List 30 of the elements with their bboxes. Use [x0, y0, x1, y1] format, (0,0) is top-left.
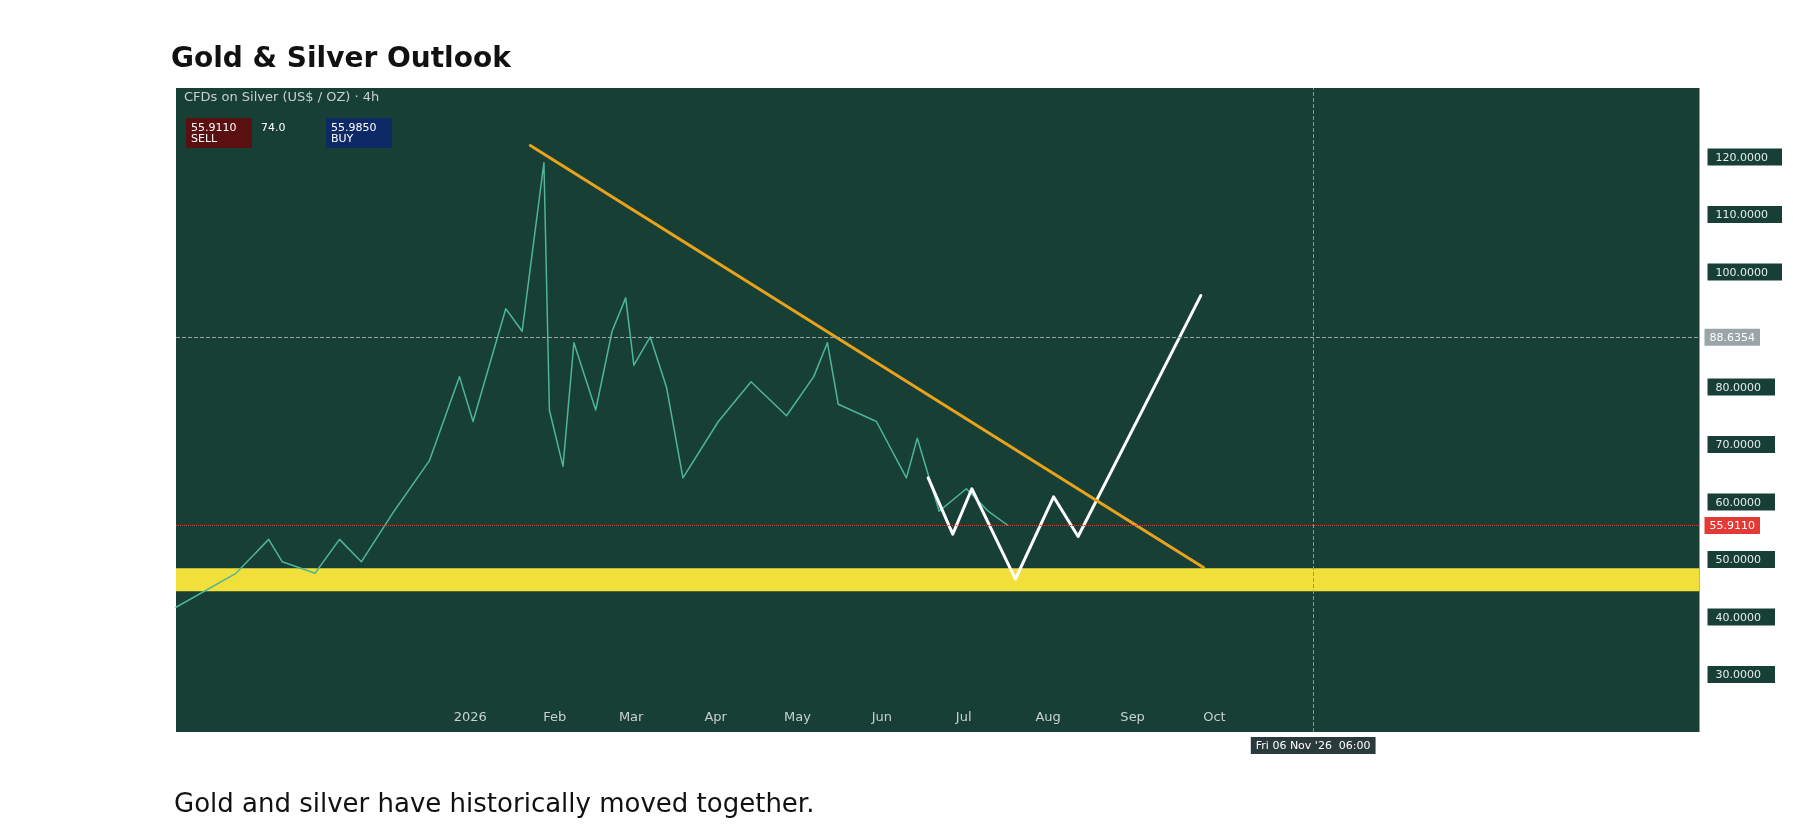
y-tick-label: 110.0000 — [1715, 208, 1769, 221]
y-tick-label: 50.0000 — [1715, 553, 1762, 566]
line-series — [926, 294, 1203, 581]
y-tick-label: 40.0000 — [1715, 610, 1762, 624]
x-tick-label: Aug — [1035, 709, 1061, 724]
ref-line-label: Fri 06 Nov '26 06:00 — [1255, 739, 1371, 752]
annotation: 55.9850 BUY — [331, 121, 380, 145]
text: Gold and silver have historically moved together. — [174, 788, 815, 818]
y-tick-label: 30.0000 — [1715, 668, 1762, 681]
line-series — [175, 162, 1009, 608]
x-tick-label: Mar — [618, 709, 645, 724]
y-tick-label: 70.0000 — [1715, 438, 1762, 451]
y-tick-label: 80.0000 — [1715, 380, 1762, 394]
chart-title: Gold & Silver Outlook — [171, 40, 513, 74]
annotation: 55.9110 SELL — [191, 121, 240, 145]
chart-subtitle: CFDs on Silver (US$ / OZ) · 4h — [184, 89, 380, 104]
x-tick-label: Feb — [543, 709, 567, 724]
x-tick-label: Apr — [704, 709, 728, 724]
y-tick-label: 120.0000 — [1715, 150, 1769, 164]
ref-line-label: 55.9110 — [1709, 519, 1756, 533]
x-tick-label: 2026 — [453, 709, 487, 724]
ref-line-label: 88.6354 — [1709, 330, 1756, 344]
x-tick-label: Oct — [1203, 709, 1226, 724]
y-tick-label: 100.0000 — [1715, 265, 1769, 279]
y-tick-label: 60.0000 — [1715, 495, 1762, 509]
x-tick-label: Sep — [1120, 709, 1145, 724]
annotation: 74.0 — [261, 121, 286, 134]
x-tick-label: May — [783, 709, 812, 724]
x-tick-label: Jul — [954, 709, 972, 724]
x-tick-label: Jun — [870, 709, 893, 724]
